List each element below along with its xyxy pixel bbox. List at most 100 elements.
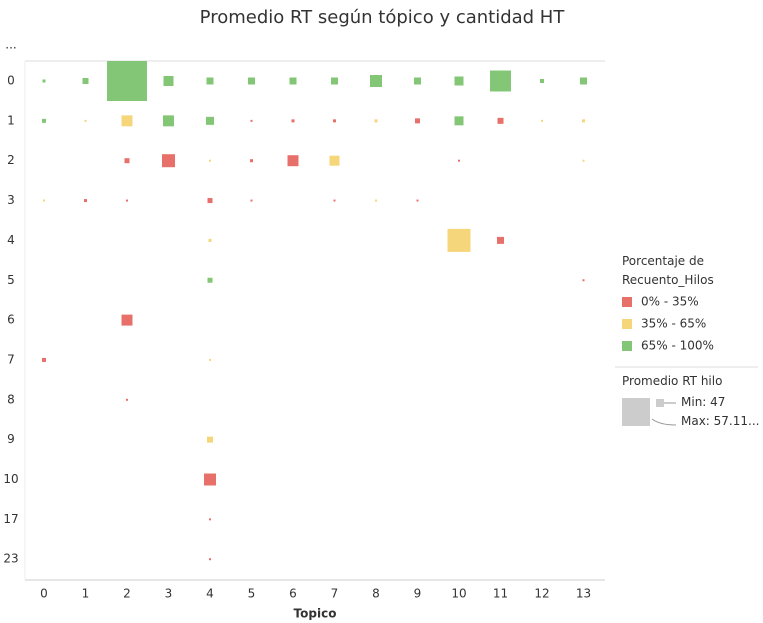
square-marker: [497, 236, 504, 244]
y-tick-label: 0: [7, 74, 15, 88]
y-tick-label: 2: [7, 153, 15, 167]
square-marker: [497, 117, 504, 124]
size-legend-title: Promedio RT hilo: [622, 374, 723, 388]
square-marker: [291, 119, 295, 123]
size-legend-connector: [651, 402, 677, 426]
y-tick-label: 23: [3, 552, 18, 566]
square-marker: [84, 119, 87, 122]
legend-title: Porcentaje de Recuento_Hilos: [622, 254, 714, 287]
square-marker: [581, 119, 586, 123]
y-tick-label: 10: [3, 472, 18, 486]
legend-label: 65% - 100%: [641, 339, 714, 353]
square-marker: [43, 199, 45, 202]
y-tick-label: 4: [7, 233, 15, 247]
x-tick-label: 6: [289, 587, 297, 601]
x-tick-label: 11: [493, 587, 508, 601]
square-marker: [204, 473, 216, 486]
square-marker: [42, 118, 46, 123]
x-tick-label: 12: [534, 587, 549, 601]
square-marker: [207, 198, 213, 204]
square-marker: [332, 119, 337, 123]
y-tick-label: 6: [7, 313, 15, 327]
square-marker: [107, 61, 147, 101]
square-marker: [209, 518, 211, 521]
x-tick-label: 4: [206, 587, 214, 601]
y-tick-label: 9: [7, 432, 15, 446]
square-marker: [454, 76, 464, 86]
size-legend-max: Max: 57.11...: [681, 414, 760, 428]
square-marker: [207, 277, 213, 283]
square-marker: [582, 279, 585, 282]
x-tick-label: 3: [165, 587, 173, 601]
legend-swatch: [622, 297, 632, 307]
square-marker: [582, 159, 585, 162]
square-marker: [161, 154, 176, 168]
size-legend-min: Min: 47: [681, 395, 726, 409]
square-marker: [207, 436, 213, 443]
square-marker: [124, 158, 130, 164]
square-marker: [447, 228, 471, 252]
square-marker: [289, 77, 297, 85]
x-tick-label: 2: [123, 587, 131, 601]
square-marker: [416, 199, 419, 202]
square-marker: [163, 75, 174, 87]
legend-label: 35% - 65%: [641, 317, 706, 331]
square-marker: [454, 116, 464, 126]
size-legend-max-swatch: [622, 398, 650, 426]
square-marker: [414, 77, 421, 85]
square-marker: [287, 155, 299, 167]
legend-swatch: [622, 341, 632, 351]
square-marker: [458, 159, 460, 162]
x-tick-label: 7: [331, 587, 339, 601]
square-marker: [374, 119, 378, 123]
x-tick-label: 5: [248, 587, 256, 601]
square-marker: [580, 77, 587, 85]
square-marker: [370, 75, 382, 87]
legend-swatch: [622, 319, 632, 329]
square-marker: [209, 159, 211, 162]
y-tick-label: 1: [7, 113, 15, 127]
x-tick-label: 8: [372, 587, 380, 601]
x-tick-label: 1: [82, 587, 90, 601]
square-marker: [414, 118, 421, 124]
square-marker: [83, 199, 88, 203]
x-tick-label: 0: [40, 587, 48, 601]
square-marker: [249, 159, 254, 163]
y-tick-label: 3: [7, 193, 15, 207]
legend-label: 0% - 35%: [641, 295, 699, 309]
square-marker: [490, 70, 511, 92]
y-tick-label: 5: [7, 273, 15, 287]
square-marker: [42, 79, 46, 83]
square-marker: [163, 115, 174, 127]
square-marker: [209, 358, 211, 361]
square-marker: [541, 119, 543, 122]
chart-title: Promedio RT según tópico y cantidad HT: [200, 7, 566, 28]
square-marker: [126, 199, 128, 202]
square-marker: [209, 558, 211, 561]
square-marker: [333, 199, 336, 202]
square-marker: [375, 199, 377, 202]
y-tick-label: 7: [7, 352, 15, 366]
square-marker: [248, 77, 255, 85]
x-tick-label: 13: [576, 587, 591, 601]
square-marker: [82, 78, 89, 84]
square-marker: [121, 314, 133, 326]
y-tick-label: 17: [3, 512, 18, 526]
square-marker: [250, 199, 253, 202]
y-tick-label: 8: [7, 392, 15, 406]
x-tick-label: 10: [451, 587, 466, 601]
square-marker: [208, 238, 212, 242]
square-marker: [205, 116, 215, 125]
x-axis-label: Topico: [294, 607, 337, 621]
square-marker: [42, 357, 46, 362]
square-marker: [121, 115, 133, 127]
square-marker: [250, 119, 253, 122]
y-tick-label: ...: [5, 38, 16, 52]
square-marker: [329, 155, 340, 166]
square-marker: [126, 398, 128, 401]
x-tick-label: 9: [414, 587, 422, 601]
square-marker: [331, 77, 338, 85]
square-marker: [206, 77, 214, 85]
square-marker: [540, 79, 544, 83]
